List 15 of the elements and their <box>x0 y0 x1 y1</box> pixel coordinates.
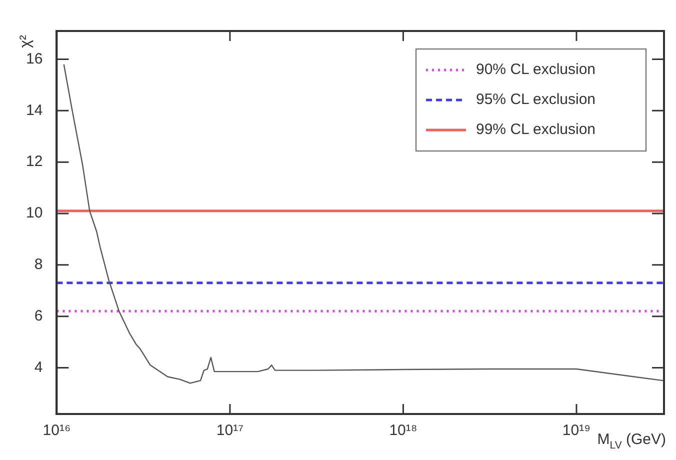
legend-label: 99% CL exclusion <box>476 121 596 138</box>
x-tick-label: 10¹⁸ <box>389 422 418 440</box>
y-tick-label: 8 <box>34 256 43 274</box>
x-tick-label: 10¹⁶ <box>42 422 71 440</box>
y-tick-label: 4 <box>34 358 43 376</box>
legend-label: 90% CL exclusion <box>476 61 596 78</box>
x-tick-label: 10¹⁹ <box>562 422 591 440</box>
x-tick-label: 10¹⁷ <box>216 422 244 440</box>
legend-label: 95% CL exclusion <box>476 91 596 108</box>
y-tick-label: 14 <box>26 102 43 119</box>
y-tick-label: 16 <box>26 50 43 68</box>
y-axis-title: χ² <box>17 34 34 48</box>
y-tick-label: 10 <box>26 204 43 222</box>
y-tick-label: 12 <box>26 153 43 170</box>
y-tick-label: 6 <box>34 307 43 324</box>
